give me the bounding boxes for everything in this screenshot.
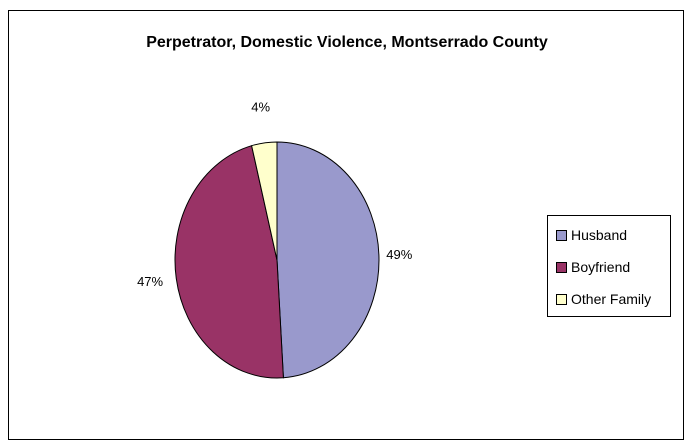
legend-item-boyfriend: Boyfriend — [556, 256, 630, 278]
chart-area: Perpetrator, Domestic Violence, Montserr… — [8, 10, 684, 440]
chart-title: Perpetrator, Domestic Violence, Montserr… — [146, 34, 548, 51]
pie-slice-husband — [276, 141, 380, 379]
legend-item-other-family: Other Family — [556, 288, 651, 310]
legend-label-other-family: Other Family — [571, 291, 652, 307]
legend-swatch-other-family — [556, 293, 567, 305]
pie-slice-other-family — [251, 141, 278, 261]
legend: Husband Boyfriend Other Family — [547, 215, 671, 317]
data-label-other-family: 4% — [251, 100, 270, 115]
data-label-husband: 49% — [386, 247, 412, 262]
data-label-boyfriend: 47% — [137, 274, 163, 289]
legend-swatch-husband — [556, 229, 567, 241]
legend-label-boyfriend: Boyfriend — [571, 259, 631, 275]
legend-item-husband: Husband — [556, 224, 627, 246]
legend-swatch-boyfriend — [556, 261, 567, 273]
pie-chart: 49% 47% 4% — [137, 100, 413, 379]
legend-label-husband: Husband — [571, 227, 628, 243]
pie-slice-boyfriend — [174, 145, 284, 379]
